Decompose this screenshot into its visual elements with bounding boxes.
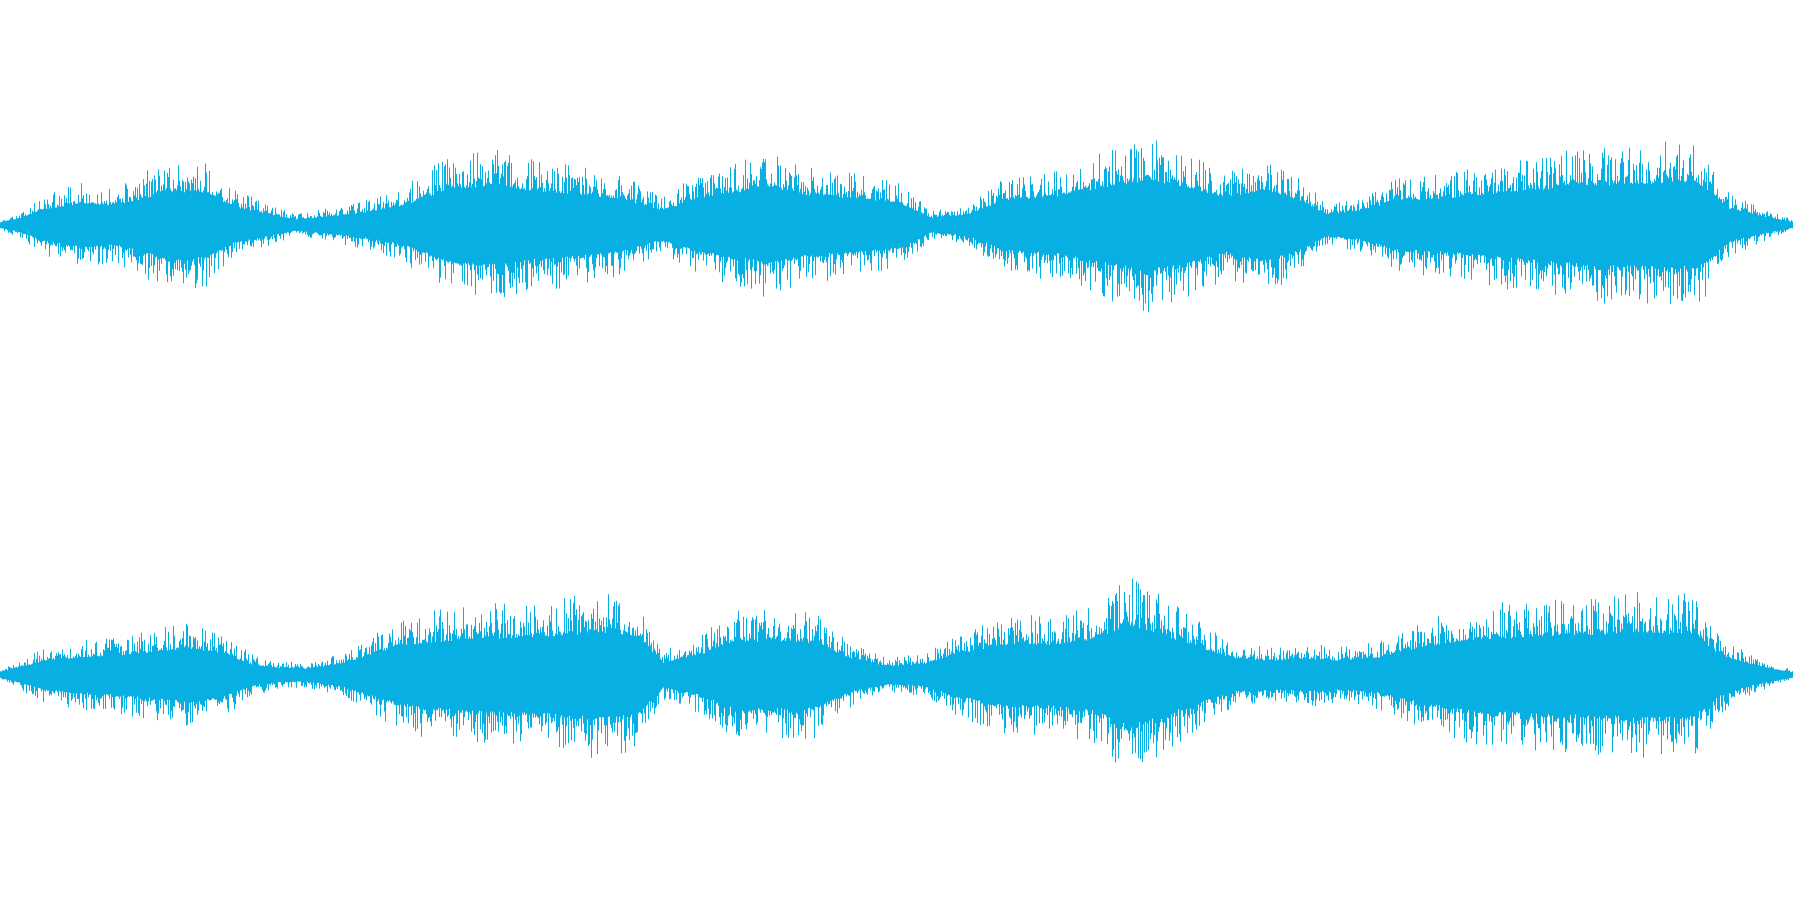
waveform-peaks	[0, 140, 1793, 313]
waveform-peaks	[0, 578, 1793, 763]
waveform-channel-right-trace	[0, 578, 1793, 763]
waveform-channel-right	[0, 450, 1800, 900]
waveform-channel-left-trace	[0, 140, 1793, 313]
waveform-channel-left	[0, 140, 1793, 313]
